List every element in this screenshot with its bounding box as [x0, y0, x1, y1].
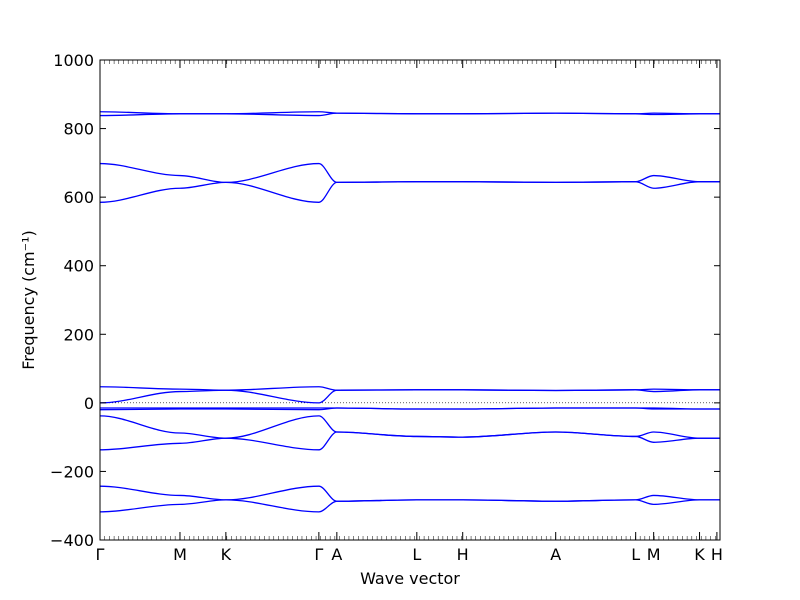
- x-tick-label: M: [173, 545, 187, 564]
- x-tick-label: H: [711, 545, 723, 564]
- x-tick-label: L: [412, 545, 421, 564]
- x-tick-label: L: [631, 545, 640, 564]
- y-tick-label: 1000: [53, 51, 94, 70]
- x-tick-label: H: [457, 545, 469, 564]
- band-line-8: [99, 407, 720, 411]
- plot-frame: [99, 59, 721, 541]
- y-tick-label: 400: [63, 257, 94, 276]
- y-tick-label: −400: [50, 531, 94, 550]
- plot-area: [100, 60, 720, 540]
- band-line-4: [99, 181, 720, 203]
- x-tick-label: A: [550, 545, 561, 564]
- band-line-12: [99, 499, 720, 513]
- band-line-6: [99, 389, 720, 404]
- y-axis-label: Frequency (cm⁻¹): [19, 230, 38, 369]
- x-axis-label: Wave vector: [360, 569, 460, 588]
- y-tick-label: 600: [63, 188, 94, 207]
- x-tick-label: M: [647, 545, 661, 564]
- y-tick-label: 0: [84, 394, 94, 413]
- x-tick-label: Γ: [96, 545, 105, 564]
- x-tick-label: K: [694, 545, 705, 564]
- band-line-2: [99, 112, 720, 117]
- x-tick-label: Γ: [314, 545, 323, 564]
- y-tick-label: 200: [63, 325, 94, 344]
- band-line-10: [99, 431, 720, 451]
- x-tick-label: K: [221, 545, 232, 564]
- band-lines: [99, 111, 720, 513]
- x-tick-label: A: [331, 545, 342, 564]
- y-tick-label: −200: [50, 462, 94, 481]
- x-minor-ticks: [99, 60, 721, 540]
- y-tick-label: 800: [63, 120, 94, 139]
